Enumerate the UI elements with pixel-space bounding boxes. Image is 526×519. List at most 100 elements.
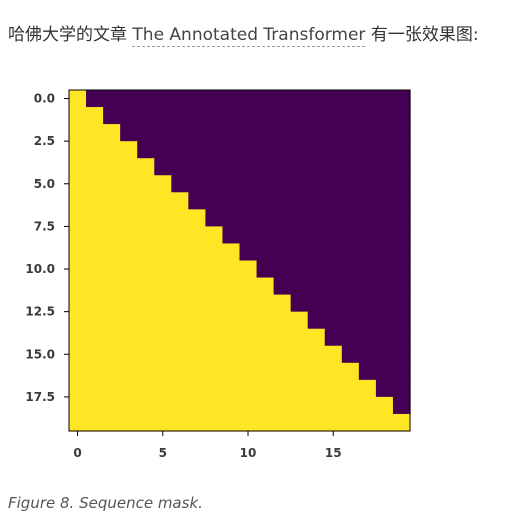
heatmap-cell [103,277,121,296]
heatmap-cell [103,413,121,432]
heatmap-cell [290,192,309,210]
heatmap-cell [86,124,104,142]
heatmap-cell [154,260,172,279]
y-tick-label: 12.5 [25,305,55,319]
heatmap-cell [154,413,172,432]
heatmap-cell [392,107,411,125]
heatmap-cell [358,124,377,142]
heatmap-cell [86,209,104,227]
heatmap-cell [239,141,258,159]
heatmap-cell [103,396,121,415]
heatmap-cell [358,311,377,330]
heatmap-cell [120,345,138,364]
heatmap-cell [341,345,360,364]
heatmap-cell [120,413,138,432]
heatmap-cell [290,158,309,176]
heatmap-cell [324,209,343,227]
heatmap-cell [239,209,258,227]
annotated-transformer-link[interactable]: The Annotated Transformer [132,25,366,47]
heatmap-cell [307,209,326,227]
heatmap-cell [392,328,411,347]
heatmap-cell [86,311,104,330]
heatmap-cell [273,413,292,432]
heatmap-cell [290,277,309,296]
heatmap-cell [69,345,87,364]
heatmap-cell [103,107,121,125]
heatmap-cell [222,209,241,227]
heatmap-cell [86,90,104,108]
heatmap-cell [188,243,206,262]
heatmap-cell [375,107,394,125]
heatmap-cell [120,90,138,108]
heatmap-cell [137,158,155,176]
y-tick-label: 2.5 [34,134,55,148]
figure-caption: Figure 8. Sequence mask. [8,494,203,512]
heatmap-cell [358,345,377,364]
heatmap-cell [103,311,121,330]
heatmap-cell [392,345,411,364]
heatmap-cell [69,413,87,432]
heatmap-cell [222,124,241,142]
heatmap-cell [307,294,326,313]
heatmap-cell [154,345,172,364]
heatmap-cell [273,175,292,193]
heatmap-cell [239,192,258,210]
heatmap-cell [290,175,309,193]
heatmap-cell [120,192,138,210]
heatmap-cell [103,90,121,108]
heatmap-cell [307,141,326,159]
heatmap-cell [205,345,224,364]
heatmap-cell [188,396,206,415]
heatmap-cell [188,175,206,193]
heatmap-cell [188,158,206,176]
heatmap-cell [222,311,241,330]
heatmap-cell [222,379,241,398]
heatmap-cell [120,362,138,381]
heatmap-cell [358,396,377,415]
heatmap-cell [205,175,224,193]
heatmap-cell [69,362,87,381]
heatmap-cell [86,379,104,398]
heatmap-cell [222,243,241,262]
heatmap-cell [205,226,224,245]
heatmap-cell [392,243,411,262]
heatmap-cell [341,362,360,381]
heatmap-cell [239,328,258,347]
heatmap-cell [273,209,292,227]
heatmap-cell [188,90,206,108]
heatmap-cell [137,243,155,262]
heatmap-cell [205,158,224,176]
heatmap-cell [222,141,241,159]
heatmap-cell [256,277,275,296]
heatmap-cell [154,396,172,415]
heatmap-cell [324,328,343,347]
heatmap-cell [392,379,411,398]
heatmap-cell [69,294,87,313]
heatmap-cell [120,396,138,415]
heatmap-cell [222,362,241,381]
heatmap-cell [120,379,138,398]
heatmap-cell [375,396,394,415]
heatmap-cell [392,124,411,142]
heatmap-cell [154,124,172,142]
heatmap-cell [205,107,224,125]
heatmap-cell [307,124,326,142]
heatmap-cell [120,226,138,245]
heatmap-cell [86,277,104,296]
heatmap-cell [307,379,326,398]
heatmap-cell [256,311,275,330]
heatmap-cell [69,396,87,415]
heatmap-cell [86,243,104,262]
heatmap-cell [290,90,309,108]
heatmap-cell [290,362,309,381]
heatmap-cell [341,243,360,262]
heatmap-cell [307,413,326,432]
heatmap-cell [358,413,377,432]
heatmap-cell [103,175,121,193]
heatmap-cell [239,345,258,364]
heatmap-cell [273,311,292,330]
heatmap-cell [69,328,87,347]
heatmap-cell [154,192,172,210]
heatmap-cell [171,294,189,313]
heatmap-cell [256,345,275,364]
